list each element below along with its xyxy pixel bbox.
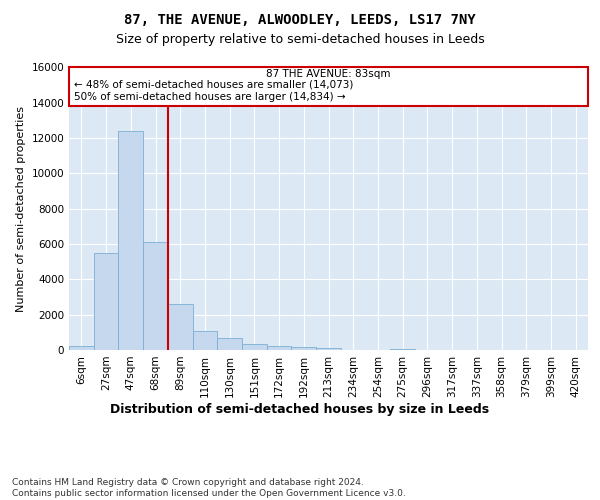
Bar [118, 131, 143, 350]
Bar [316, 348, 341, 350]
Text: Contains HM Land Registry data © Crown copyright and database right 2024.
Contai: Contains HM Land Registry data © Crown c… [12, 478, 406, 498]
Text: Distribution of semi-detached houses by size in Leeds: Distribution of semi-detached houses by … [110, 402, 490, 415]
FancyBboxPatch shape [69, 68, 588, 106]
Y-axis label: Number of semi-detached properties: Number of semi-detached properties [16, 106, 26, 312]
Bar [143, 242, 168, 350]
Bar [292, 348, 316, 350]
Text: 87, THE AVENUE, ALWOODLEY, LEEDS, LS17 7NY: 87, THE AVENUE, ALWOODLEY, LEEDS, LS17 7… [124, 12, 476, 26]
Text: 87 THE AVENUE: 83sqm: 87 THE AVENUE: 83sqm [266, 68, 391, 78]
Bar [242, 344, 267, 350]
Bar [267, 346, 292, 350]
Text: 50% of semi-detached houses are larger (14,834) →: 50% of semi-detached houses are larger (… [74, 92, 346, 102]
Text: ← 48% of semi-detached houses are smaller (14,073): ← 48% of semi-detached houses are smalle… [74, 80, 353, 90]
Bar [193, 332, 217, 350]
Bar [217, 338, 242, 350]
Text: Size of property relative to semi-detached houses in Leeds: Size of property relative to semi-detach… [116, 32, 484, 46]
Bar [69, 346, 94, 350]
Bar [168, 304, 193, 350]
Bar [390, 349, 415, 350]
Bar [94, 253, 118, 350]
